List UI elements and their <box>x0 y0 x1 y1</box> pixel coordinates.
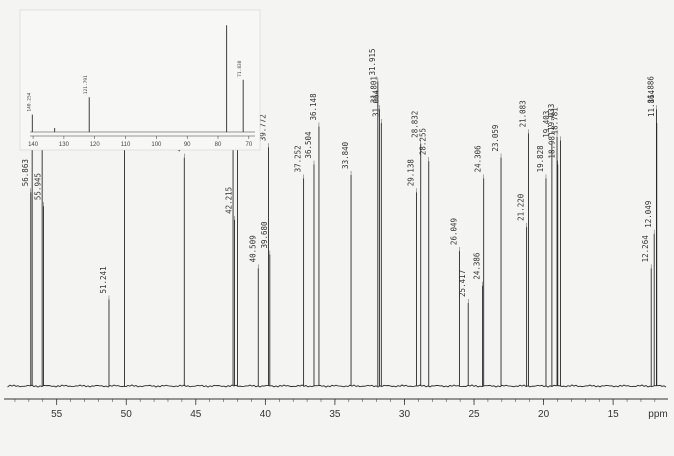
x-tick-label: 45 <box>190 409 202 420</box>
peak-label: 33.840 <box>341 141 350 169</box>
peak-label: 51.241 <box>99 266 108 293</box>
inset-x-tick-label: 140 <box>28 142 39 148</box>
x-tick-label: 20 <box>538 409 550 420</box>
peak-label: 31.915 <box>368 48 377 75</box>
inset-peak-label: 121.791 <box>83 75 89 94</box>
peak-label: 21.220 <box>517 193 526 221</box>
peak-label: 37.252 <box>294 145 303 172</box>
peak-label: 25.417 <box>458 270 467 297</box>
peak-label: 39.680 <box>260 221 269 249</box>
peak-label: 29.138 <box>406 159 415 187</box>
peak-label: 56.863 <box>21 159 30 186</box>
peak-label: 26.049 <box>449 218 458 245</box>
peak-label: 39.772 <box>259 114 268 141</box>
peak-label: 28.255 <box>419 128 428 155</box>
x-tick-label: 30 <box>399 409 411 420</box>
inset-peak-label: 140.254 <box>26 92 32 111</box>
peak-label: 19.828 <box>536 145 545 173</box>
x-tick-label: 55 <box>51 409 63 420</box>
peak-label: 40.509 <box>248 235 257 262</box>
peak-label: 19.033 <box>547 104 556 131</box>
peak-label: 31.801 <box>369 76 378 103</box>
x-axis-unit: ppm <box>648 409 667 420</box>
inset-x-tick-label: 130 <box>59 142 70 148</box>
inset-panel <box>19 9 261 151</box>
peak-label: 36.504 <box>304 131 313 159</box>
peak-label: 24.306 <box>474 145 483 173</box>
peak-label: 24.386 <box>473 252 482 280</box>
peak-label: 36.148 <box>309 93 318 121</box>
spectrum-baseline <box>7 384 667 388</box>
peak-label: 21.083 <box>519 100 528 127</box>
peak-label: 55.945 <box>34 173 43 200</box>
x-tick-label: 50 <box>121 409 133 420</box>
inset-x-tick-label: 100 <box>151 142 162 148</box>
inset-x-tick-label: 70 <box>245 142 252 148</box>
peak-label: 42.215 <box>225 187 234 214</box>
peak-label: 12.049 <box>644 201 653 228</box>
x-tick-label: 25 <box>468 409 480 420</box>
x-tick-label: 15 <box>608 409 620 420</box>
peak-label: 18.781 <box>551 107 560 134</box>
peak-label: 23.059 <box>491 125 500 152</box>
inset-x-tick-label: 90 <box>184 142 191 148</box>
peak-label: 18.981 <box>548 131 557 158</box>
inset-x-tick-label: 110 <box>121 142 131 148</box>
peak-label: 28.832 <box>411 111 420 138</box>
peak-label: 11.864 <box>647 89 656 117</box>
peak-label: 12.264 <box>641 235 650 263</box>
peak-label: 19.403 <box>542 111 551 138</box>
x-tick-label: 40 <box>260 409 272 420</box>
inset-peak-label: 71.838 <box>237 60 243 77</box>
peak-label: 11.886 <box>646 76 655 104</box>
peak-label: 31.664 <box>371 89 380 117</box>
inset-x-tick-label: 120 <box>90 142 101 148</box>
inset-x-tick-label: 80 <box>215 142 222 148</box>
x-tick-label: 35 <box>329 409 341 420</box>
